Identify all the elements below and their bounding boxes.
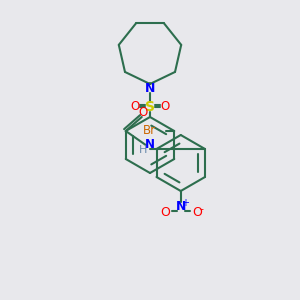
Text: H: H — [139, 145, 147, 155]
Text: O: O — [160, 206, 170, 220]
Text: N: N — [145, 82, 155, 94]
Text: O: O — [160, 100, 169, 113]
Text: O: O — [138, 106, 147, 119]
Text: Br: Br — [143, 124, 156, 137]
Text: O: O — [192, 206, 202, 220]
Text: -: - — [200, 204, 204, 214]
Text: N: N — [145, 139, 155, 152]
Text: S: S — [145, 100, 155, 114]
Text: N: N — [176, 200, 186, 214]
Text: O: O — [130, 100, 140, 113]
Text: +: + — [181, 198, 189, 208]
